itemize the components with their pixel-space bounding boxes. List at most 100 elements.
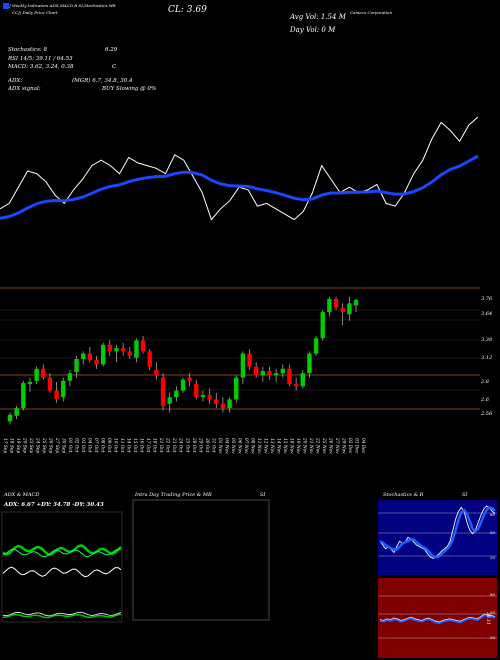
date-tick-label: 29 Nov: [340, 437, 345, 454]
date-tick-label: 04 Dec: [360, 438, 365, 454]
adx-lines: [2, 544, 122, 619]
date-tick-label: 17 Sep: [2, 438, 7, 453]
candle-body: [300, 373, 305, 387]
close-price: CL: 3.69: [168, 5, 207, 15]
candle-body: [167, 397, 172, 404]
date-tick-label: 07 Oct: [93, 438, 98, 453]
candle-body: [200, 395, 206, 398]
date-axis: 17 Sep 18 Sep 19 Sep 20 Sep 23 Sep 24 Sep 25 S…: [2, 437, 365, 454]
candle-body: [180, 379, 186, 391]
date-tick-label: 18 Nov: [288, 438, 293, 454]
adx-panel-frame: [1, 511, 123, 623]
minus-di-line: [2, 548, 122, 558]
date-tick-label: 27 Nov: [334, 437, 339, 454]
date-tick-label: 08 Oct: [100, 438, 105, 453]
candle-body: [134, 340, 139, 358]
date-tick-label: 28 Oct: [191, 437, 196, 453]
stoch-d-line: [379, 506, 496, 559]
date-tick-label: 05 Nov: [230, 438, 235, 454]
candle-body: [154, 369, 159, 376]
date-tick-label: 11 Oct: [119, 438, 124, 453]
candle-body: [293, 384, 299, 387]
stat-stochastics-value: 6.29: [105, 47, 118, 53]
day-volume: Day Vol: 0 M: [290, 26, 336, 34]
rsi-value-label: 38.11: [485, 612, 491, 625]
candle-body: [120, 348, 126, 352]
adx-values: ADX: 6.67 +DY: 34.78 -DY: 30.43: [4, 502, 104, 508]
candle-body: [94, 360, 99, 365]
stoch-panel-title-2: SI: [462, 492, 468, 498]
date-tick-label: 14 Nov: [275, 438, 280, 454]
candle-body: [240, 353, 246, 378]
candle-body: [7, 414, 13, 422]
candle-body: [333, 298, 339, 308]
candle-body: [313, 338, 319, 354]
candle-body: [14, 408, 19, 416]
stat-macd-suffix: C: [112, 64, 117, 70]
stat-adx: ADX:: [8, 78, 23, 84]
price-tick-label: 2.56: [480, 411, 493, 417]
date-tick-label: 27 Sep: [54, 437, 59, 453]
rsi-tick-80: 80: [490, 592, 496, 597]
candle-body: [67, 373, 73, 381]
candle-body: [327, 298, 332, 313]
date-tick-label: 25 Nov: [321, 437, 326, 454]
ticker-swatch: [3, 3, 9, 9]
header-indicator-title-b: SI,Stochastics,MR: [78, 3, 116, 8]
date-tick-label: 04 Nov: [223, 438, 228, 454]
mr-panel-frame: [132, 499, 270, 621]
header-line-2: CCJ) Daily Price Chart: [12, 10, 58, 15]
date-tick-label: 11 Nov: [256, 438, 261, 454]
date-tick-label: 31 Oct: [210, 438, 215, 453]
candle-body: [34, 368, 39, 381]
stoch-lines: [378, 505, 497, 560]
date-tick-label: 04 Oct: [87, 438, 92, 453]
adx-line: [2, 566, 122, 578]
stoch-tick-80: 80: [490, 512, 496, 517]
candle-body: [347, 303, 352, 315]
stat-adx-signal: ADX signal:: [8, 86, 41, 92]
candle-body: [27, 381, 33, 385]
date-tick-label: 20 Nov: [301, 437, 306, 454]
price-tick-label: 3.38: [481, 337, 492, 343]
candle-body: [187, 377, 192, 381]
stat-adx-signal-value: BUY Slowing @ 0%: [102, 86, 157, 92]
mr-panel-title-2: SI: [260, 492, 266, 498]
date-tick-label: 23 Oct: [171, 437, 176, 453]
candlesticks: [7, 296, 359, 425]
date-tick-label: 10 Oct: [113, 438, 118, 453]
date-tick-label: 22 Nov: [314, 437, 319, 454]
date-tick-label: 15 Oct: [132, 438, 137, 453]
macd-signal-line: [2, 613, 122, 619]
candle-body: [253, 366, 259, 376]
date-tick-label: 17 Oct: [145, 438, 150, 453]
candle-body: [273, 373, 279, 376]
date-tick-label: 22 Oct: [165, 437, 170, 453]
price-tick-label: 3.12: [481, 355, 492, 361]
date-tick-label: 16 Oct: [139, 438, 144, 453]
candle-body: [353, 300, 359, 306]
date-tick-label: 08 Nov: [249, 438, 254, 454]
date-tick-label: 30 Oct: [204, 438, 209, 453]
date-tick-label: 26 Sep: [48, 437, 53, 453]
date-tick-label: 14 Oct: [126, 438, 131, 453]
stat-rsi: RSI 14/5: 39.11 / 64.53: [8, 56, 73, 62]
candle-body: [260, 371, 266, 376]
plus-di-line: [2, 544, 122, 556]
date-tick-label: 03 Oct: [80, 438, 85, 453]
date-tick-label: 21 Oct: [158, 437, 163, 453]
date-tick-label: 01 Oct: [67, 438, 72, 453]
candle-body: [107, 344, 113, 352]
date-tick-label: 21 Nov: [308, 437, 313, 454]
date-tick-label: 24 Sep: [35, 437, 40, 453]
candle-body: [147, 351, 152, 367]
price-axis: 3.76 3.64 3.38 3.12 2.8 2.6 2.56: [480, 296, 493, 417]
header-indicator-title: CCJ Weekly Indicators ADX,MACD,R: [3, 3, 78, 8]
candle-body: [100, 344, 106, 365]
avg-volume: Avg Vol: 1.54 M: [290, 13, 346, 21]
stat-macd: MACD: 3.62, 3.24, 0.38: [8, 64, 74, 70]
header-line-1: CCJ Weekly Indicators ADX,MACD,R SI,Stoc…: [3, 3, 116, 8]
candle-body: [54, 390, 59, 400]
